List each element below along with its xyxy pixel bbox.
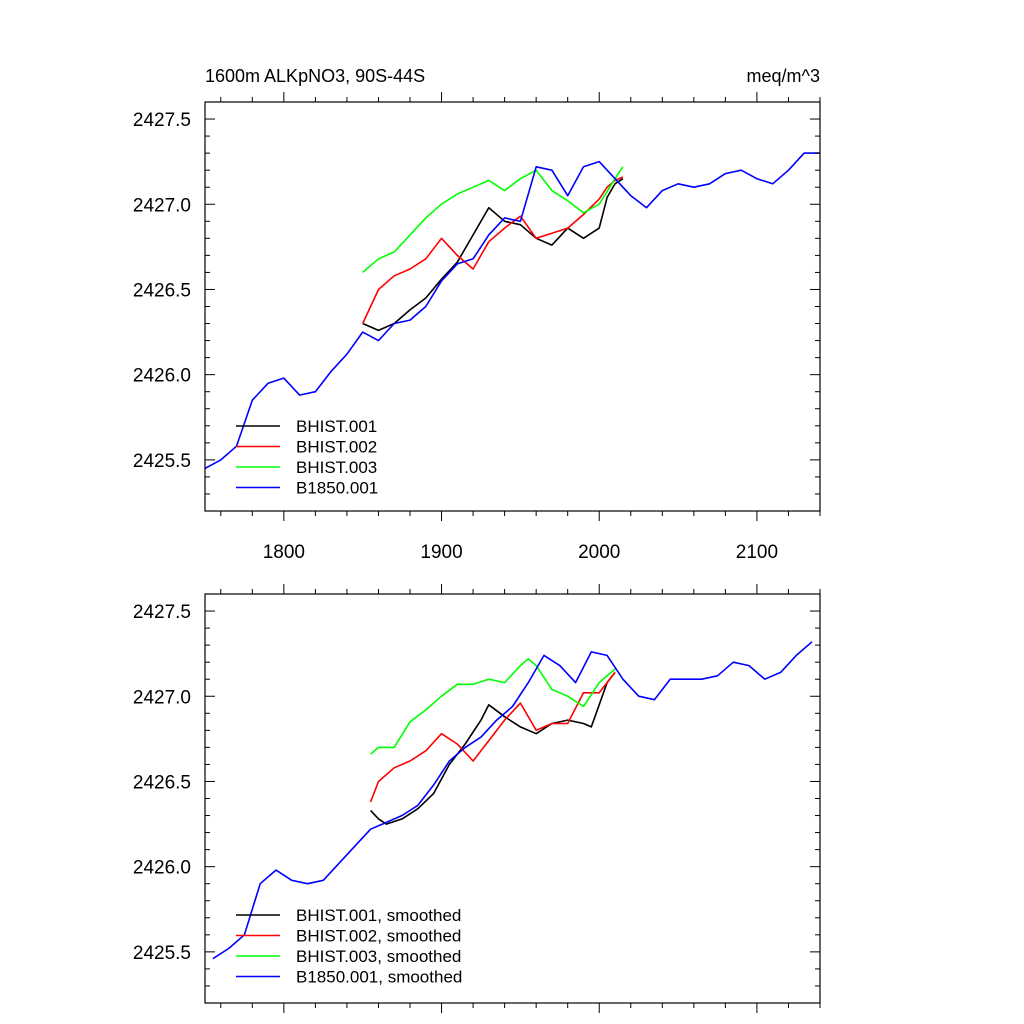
- legend-label: BHIST.003, smoothed: [296, 947, 461, 966]
- y-tick-label: 2427.0: [133, 195, 191, 216]
- legend-label: BHIST.001, smoothed: [296, 906, 461, 925]
- y-tick-label: 2426.5: [133, 280, 191, 301]
- bottom-chart-panel: 2425.5 2426.0 2426.5 2427.0 2427.5 BHIST.001…: [133, 584, 821, 1013]
- top-chart-panel: 1600m ALKpNO3, 90S-44S meq/m^3 2425.5242…: [133, 66, 821, 563]
- y-tick-label: 2425.5: [133, 943, 191, 964]
- y-tick-label: 2426.0: [133, 366, 191, 387]
- y-tick-label: 2427.5: [133, 602, 191, 623]
- y-tick-label: 2427.5: [133, 110, 191, 131]
- x-tick-label: 2000: [578, 542, 620, 563]
- x-tick-label: 2100: [736, 542, 778, 563]
- legend-label: BHIST.003: [296, 458, 377, 477]
- series-line-bhist-001: [362, 178, 624, 332]
- legend-label: B1850.001, smoothed: [296, 968, 462, 987]
- top-plot-area: 2425.5 2426.0 2426.5 2427.0 2427.5 1800 1900 20…: [133, 92, 821, 563]
- chart-title: 1600m ALKpNO3, 90S-44S: [205, 66, 425, 86]
- x-tick-label: 1900: [420, 542, 462, 563]
- units-label: meq/m^3: [747, 66, 820, 86]
- legend-label: BHIST.001: [296, 417, 377, 436]
- y-tick-label: 2425.5: [133, 451, 191, 472]
- y-tick-label: 2426.0: [133, 858, 191, 879]
- series-line-b1850-001: [212, 641, 813, 960]
- legend-label: B1850.001: [296, 479, 378, 498]
- y-tick-label: 2426.5: [133, 772, 191, 793]
- legend-label: BHIST.002, smoothed: [296, 927, 461, 946]
- series-line-bhist-001: [370, 671, 616, 825]
- series-line-bhist-002: [369, 671, 616, 803]
- series-line-b1850-001: [204, 152, 820, 470]
- series-line-bhist-002: [361, 176, 624, 324]
- bottom-plot-area: 2425.5 2426.0 2426.5 2427.0 2427.5: [133, 584, 821, 1013]
- series-line-bhist-003: [362, 166, 624, 274]
- series-line-bhist-003: [370, 657, 616, 755]
- x-tick-label: 1800: [263, 542, 305, 563]
- legend-label: BHIST.002: [296, 438, 377, 457]
- y-tick-label: 2427.0: [133, 687, 191, 708]
- bottom-legend: BHIST.001, smoothed BHIST.002, smoothedBH…: [236, 906, 462, 987]
